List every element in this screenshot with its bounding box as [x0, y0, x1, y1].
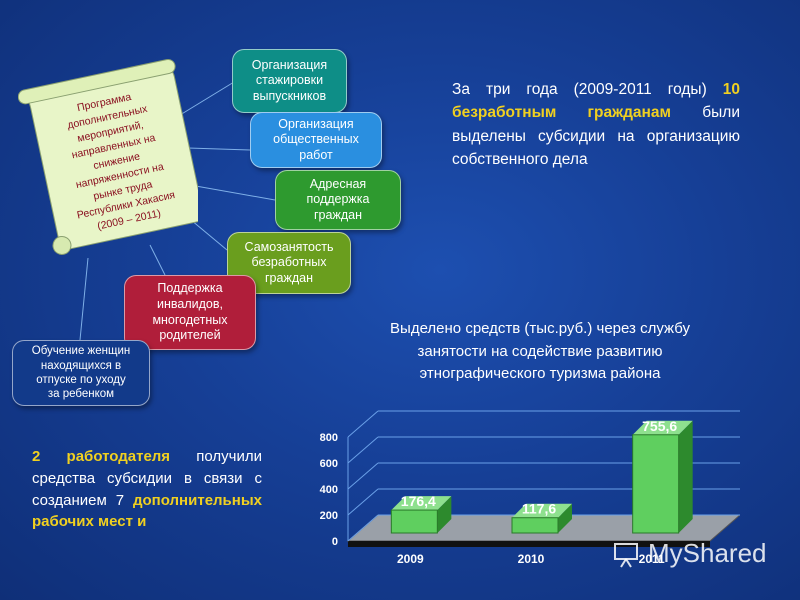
bar-top — [512, 503, 572, 518]
program-scroll: Программа дополнительных мероприятий, напра… — [17, 54, 206, 264]
connector-line — [79, 257, 89, 341]
connector-line — [149, 244, 166, 276]
grid-line-depth — [347, 436, 379, 464]
watermark: MyShared — [612, 538, 767, 569]
bar-top — [391, 496, 452, 511]
connector-line — [189, 184, 276, 201]
connector-line — [179, 81, 235, 116]
grid-line-depth — [347, 488, 379, 516]
box-internship-label: Организация стажировки выпускников — [251, 57, 328, 103]
subsidy-statement-suffix: были выделены субсидии на организацию со… — [452, 104, 740, 168]
y-tick-label: 600 — [320, 458, 338, 470]
chart-title: Выделено средств (тыс.руб.) через службу… — [340, 318, 740, 386]
grid-line-depth — [347, 514, 379, 542]
bar-side — [558, 503, 572, 533]
employer-statement-highlight1: 2 работодателя — [32, 448, 171, 465]
box-disabled-support-label: Поддержка инвалидов, многодетных родител… — [152, 281, 228, 343]
bar — [511, 517, 559, 534]
box-self-employment-label: Самозанятость безработных граждан — [244, 239, 334, 285]
box-women-training-label: Обучение женщин находящихся в отпуске по… — [31, 345, 131, 401]
watermark-text: MyShared — [648, 538, 767, 568]
presentation-icon — [614, 542, 638, 568]
connector-line — [187, 147, 251, 151]
y-tick-label: 400 — [320, 484, 338, 496]
x-tick-label: 2009 — [397, 552, 424, 566]
box-public-works-label: Организация общественных работ — [273, 116, 359, 162]
box-disabled-support: Поддержка инвалидов, многодетных родител… — [124, 275, 256, 350]
employer-statement-middle: получили средства субсидии в связи с соз… — [32, 448, 262, 509]
y-tick-label: 200 — [320, 510, 338, 522]
scroll-shape: Программадополнительныхмероприятий,напра… — [17, 58, 206, 255]
subsidy-statement-prefix: За три года (2009-2011 годы) — [452, 81, 723, 98]
box-women-training: Обучение женщин находящихся в отпуске по… — [12, 340, 150, 406]
x-tick-label: 2010 — [518, 552, 545, 566]
employer-statement: 2 работодателя получили средства субсиди… — [32, 446, 262, 533]
x-tick-label: 2011 — [639, 552, 665, 566]
y-tick-label: 800 — [320, 432, 338, 444]
chart-title-line2: занятости на содействие развитию — [417, 342, 663, 360]
chart-title-line3: этнографического туризма района — [419, 365, 661, 382]
box-targeted-support: Адресная поддержка граждан — [275, 170, 401, 230]
box-internship: Организация стажировки выпускников — [232, 49, 347, 113]
y-tick-label: 0 — [332, 536, 338, 548]
bar-side — [678, 420, 693, 533]
bar-value-label: 176,4 — [401, 493, 436, 509]
box-public-works: Организация общественных работ — [250, 112, 382, 168]
chart-title-line1: Выделено средств (тыс.руб.) через службу — [390, 320, 690, 337]
grid-line-depth — [347, 462, 379, 490]
subsidy-statement-highlight: 10 безработным гражданам — [452, 81, 740, 122]
bar-side — [437, 496, 452, 533]
bar — [390, 509, 438, 534]
bar — [632, 434, 680, 534]
grid-line-depth — [347, 410, 379, 438]
bar-value-label: 755,6 — [642, 418, 677, 434]
subsidy-statement: За три года (2009-2011 годы) 10 безработ… — [452, 78, 740, 171]
employer-statement-highlight2: дополнительных рабочих мест и — [32, 491, 262, 531]
bar-value-label: 117,6 — [522, 501, 556, 517]
bar-top — [632, 420, 693, 435]
box-targeted-support-label: Адресная поддержка граждан — [306, 176, 370, 222]
